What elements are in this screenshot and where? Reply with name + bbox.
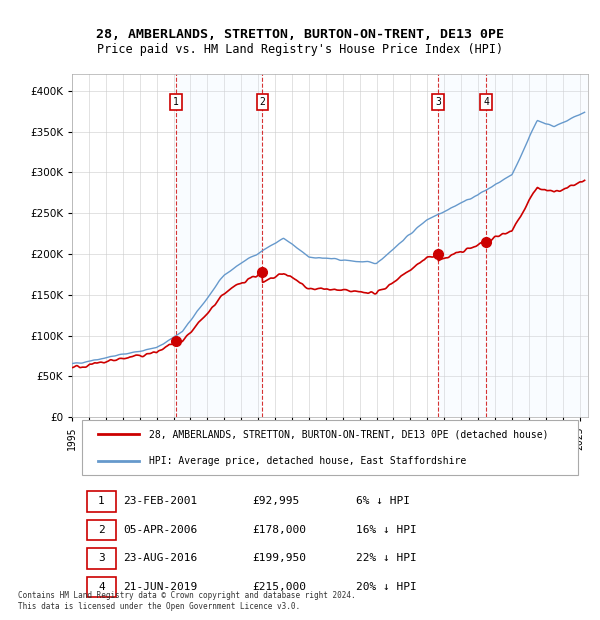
- Text: 23-FEB-2001: 23-FEB-2001: [124, 497, 198, 507]
- FancyBboxPatch shape: [82, 420, 578, 475]
- Text: 1: 1: [98, 497, 105, 507]
- Bar: [438, 74, 486, 417]
- Text: Price paid vs. HM Land Registry's House Price Index (HPI): Price paid vs. HM Land Registry's House …: [97, 43, 503, 56]
- Bar: [486, 74, 588, 417]
- FancyBboxPatch shape: [88, 520, 116, 540]
- Text: 3: 3: [435, 97, 441, 107]
- Text: £215,000: £215,000: [253, 582, 307, 592]
- Text: 21-JUN-2019: 21-JUN-2019: [124, 582, 198, 592]
- Text: 6% ↓ HPI: 6% ↓ HPI: [356, 497, 410, 507]
- Text: 28, AMBERLANDS, STRETTON, BURTON-ON-TRENT, DE13 0PE: 28, AMBERLANDS, STRETTON, BURTON-ON-TREN…: [96, 28, 504, 41]
- Text: 28, AMBERLANDS, STRETTON, BURTON-ON-TRENT, DE13 0PE (detached house): 28, AMBERLANDS, STRETTON, BURTON-ON-TREN…: [149, 429, 549, 439]
- Text: £178,000: £178,000: [253, 525, 307, 535]
- Text: 20% ↓ HPI: 20% ↓ HPI: [356, 582, 416, 592]
- Text: 4: 4: [483, 97, 489, 107]
- Text: 23-AUG-2016: 23-AUG-2016: [124, 554, 198, 564]
- Text: 2: 2: [260, 97, 265, 107]
- FancyBboxPatch shape: [88, 548, 116, 569]
- Text: 4: 4: [98, 582, 105, 592]
- Text: Contains HM Land Registry data © Crown copyright and database right 2024.
This d: Contains HM Land Registry data © Crown c…: [18, 591, 356, 611]
- Text: 1: 1: [173, 97, 179, 107]
- Text: £92,995: £92,995: [253, 497, 300, 507]
- Text: 3: 3: [98, 554, 105, 564]
- Text: 16% ↓ HPI: 16% ↓ HPI: [356, 525, 416, 535]
- Text: HPI: Average price, detached house, East Staffordshire: HPI: Average price, detached house, East…: [149, 456, 467, 466]
- FancyBboxPatch shape: [88, 577, 116, 597]
- Text: £199,950: £199,950: [253, 554, 307, 564]
- Text: 2: 2: [98, 525, 105, 535]
- FancyBboxPatch shape: [88, 491, 116, 512]
- Text: 22% ↓ HPI: 22% ↓ HPI: [356, 554, 416, 564]
- Bar: [176, 74, 262, 417]
- Text: 05-APR-2006: 05-APR-2006: [124, 525, 198, 535]
